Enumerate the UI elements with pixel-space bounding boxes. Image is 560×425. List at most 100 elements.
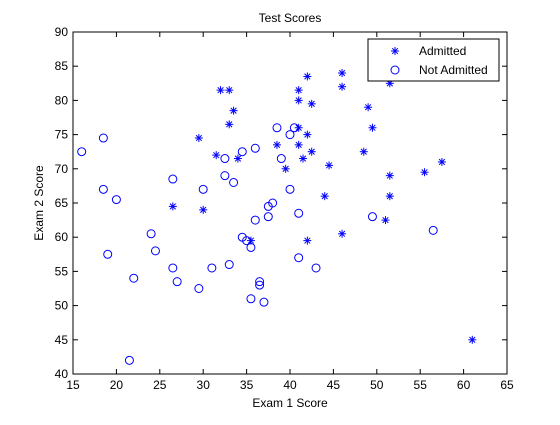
admitted-point	[385, 171, 394, 180]
not-admitted-point	[168, 263, 178, 273]
not-admitted-point	[268, 198, 278, 208]
admitted-point	[359, 147, 368, 156]
legend-label: Not Admitted	[419, 63, 488, 77]
admitted-point	[194, 134, 203, 143]
x-tick-label: 60	[457, 378, 471, 392]
x-tick-label: 25	[153, 378, 167, 392]
chart-title: Test Scores	[259, 11, 322, 25]
not-admitted-point	[146, 229, 156, 239]
y-tick-label: 40	[55, 367, 69, 381]
not-admitted-point	[272, 123, 282, 133]
not-admitted-point	[168, 174, 178, 184]
not-admitted-point	[246, 294, 256, 304]
admitted-point	[233, 154, 242, 163]
not-admitted-point	[220, 171, 230, 181]
admitted-point	[381, 216, 390, 225]
not-admitted-point	[311, 263, 321, 273]
y-tick-label: 90	[55, 25, 69, 39]
not-admitted-point	[129, 273, 139, 283]
admitted-point	[303, 72, 312, 81]
x-axis-label: Exam 1 Score	[252, 396, 328, 410]
not-admitted-point	[237, 147, 247, 157]
legend-box	[367, 38, 500, 82]
y-tick-label: 75	[55, 128, 69, 142]
admitted-point	[294, 96, 303, 105]
legend-label: Admitted	[419, 44, 466, 58]
not-admitted-point	[111, 195, 121, 205]
admitted-point	[338, 82, 347, 91]
not-admitted-point	[220, 154, 230, 164]
x-tick-label: 30	[197, 378, 211, 392]
y-tick-label: 65	[55, 196, 69, 210]
y-tick-label: 85	[55, 59, 69, 73]
x-tick-label: 65	[500, 378, 514, 392]
y-tick-label: 70	[55, 162, 69, 176]
not-admitted-point	[98, 184, 108, 194]
not-admitted-point	[259, 297, 269, 307]
admitted-point	[307, 99, 316, 108]
admitted-point	[338, 229, 347, 238]
admitted-point	[303, 130, 312, 139]
not-admitted-point	[250, 215, 260, 225]
admitted-point	[299, 154, 308, 163]
not-admitted-point	[124, 355, 134, 365]
admitted-point	[307, 147, 316, 156]
y-tick-label: 60	[55, 230, 69, 244]
not-admitted-point	[103, 249, 113, 259]
admitted-point	[216, 86, 225, 95]
x-tick-label: 45	[327, 378, 341, 392]
admitted-point	[468, 335, 477, 344]
not-admitted-point	[294, 208, 304, 218]
not-admitted-point	[246, 242, 256, 252]
admitted-point	[294, 86, 303, 95]
not-admitted-point	[242, 236, 252, 246]
admitted-point	[385, 192, 394, 201]
admitted-point	[303, 236, 312, 245]
not-admitted-point	[289, 123, 299, 133]
not-admitted-point	[255, 277, 265, 287]
not-admitted-point	[367, 212, 377, 222]
admitted-point	[364, 103, 373, 112]
x-tick-label: 55	[414, 378, 428, 392]
x-tick-label: 20	[110, 378, 124, 392]
admitted-point	[199, 205, 208, 214]
y-tick-label: 55	[55, 264, 69, 278]
not-admitted-point	[276, 154, 286, 164]
not-admitted-point	[285, 130, 295, 140]
admitted-point	[229, 106, 238, 115]
admitted-point	[294, 140, 303, 149]
not-admitted-point	[263, 212, 273, 222]
admitted-point	[281, 164, 290, 173]
y-tick-label: 45	[55, 333, 69, 347]
legend-not-admitted-marker	[390, 65, 400, 75]
not-admitted-point	[194, 284, 204, 293]
admitted-point	[212, 151, 221, 160]
y-tick-label: 80	[55, 93, 69, 107]
not-admitted-point	[198, 184, 208, 194]
not-admitted-point	[150, 246, 160, 256]
admitted-point	[325, 161, 334, 170]
x-tick-label: 15	[66, 378, 80, 392]
legend-admitted-marker	[391, 47, 399, 55]
not-admitted-point	[207, 263, 217, 273]
not-admitted-point	[428, 225, 438, 235]
not-admitted-point	[250, 143, 260, 153]
admitted-point	[272, 140, 281, 149]
not-admitted-point	[285, 184, 295, 194]
admitted-point	[320, 192, 329, 201]
admitted-point	[368, 123, 377, 132]
not-admitted-point	[172, 277, 182, 287]
admitted-point	[168, 202, 177, 211]
y-tick-label: 50	[55, 299, 69, 313]
not-admitted-point	[229, 177, 239, 187]
x-tick-label: 50	[370, 378, 384, 392]
y-axis-label: Exam 2 Score	[32, 165, 46, 241]
admitted-point	[338, 69, 347, 78]
x-tick-label: 40	[283, 378, 297, 392]
not-admitted-point	[77, 147, 87, 157]
admitted-point	[225, 86, 234, 95]
admitted-point	[225, 120, 234, 129]
x-tick-label: 35	[240, 378, 254, 392]
